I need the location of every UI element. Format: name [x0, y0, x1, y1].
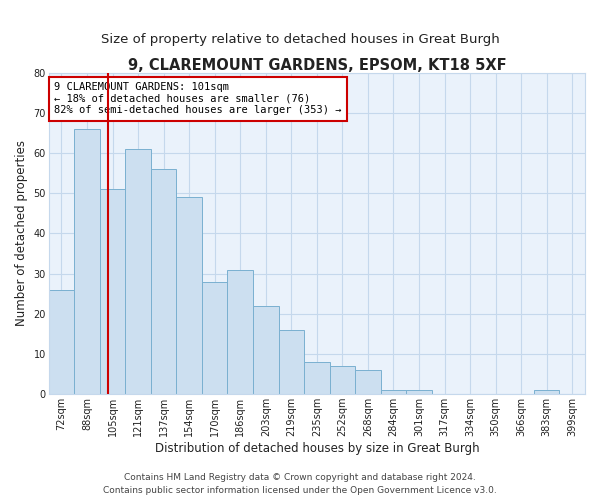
Bar [202, 282, 227, 394]
Bar [100, 189, 125, 394]
Text: 9 CLAREMOUNT GARDENS: 101sqm
← 18% of detached houses are smaller (76)
82% of se: 9 CLAREMOUNT GARDENS: 101sqm ← 18% of de… [54, 82, 341, 116]
Text: Size of property relative to detached houses in Great Burgh: Size of property relative to detached ho… [101, 32, 499, 46]
Bar [49, 290, 74, 394]
Bar [355, 370, 380, 394]
Bar [406, 390, 432, 394]
Bar [329, 366, 355, 394]
X-axis label: Distribution of detached houses by size in Great Burgh: Distribution of detached houses by size … [155, 442, 479, 455]
Bar [74, 129, 100, 394]
Bar [534, 390, 559, 394]
Bar [227, 270, 253, 394]
Bar [304, 362, 329, 394]
Bar [176, 197, 202, 394]
Bar [253, 306, 278, 394]
Bar [380, 390, 406, 394]
Bar [278, 330, 304, 394]
Bar [125, 149, 151, 394]
Y-axis label: Number of detached properties: Number of detached properties [15, 140, 28, 326]
Text: Contains HM Land Registry data © Crown copyright and database right 2024.
Contai: Contains HM Land Registry data © Crown c… [103, 474, 497, 495]
Bar [151, 169, 176, 394]
Title: 9, CLAREMOUNT GARDENS, EPSOM, KT18 5XF: 9, CLAREMOUNT GARDENS, EPSOM, KT18 5XF [128, 58, 506, 72]
